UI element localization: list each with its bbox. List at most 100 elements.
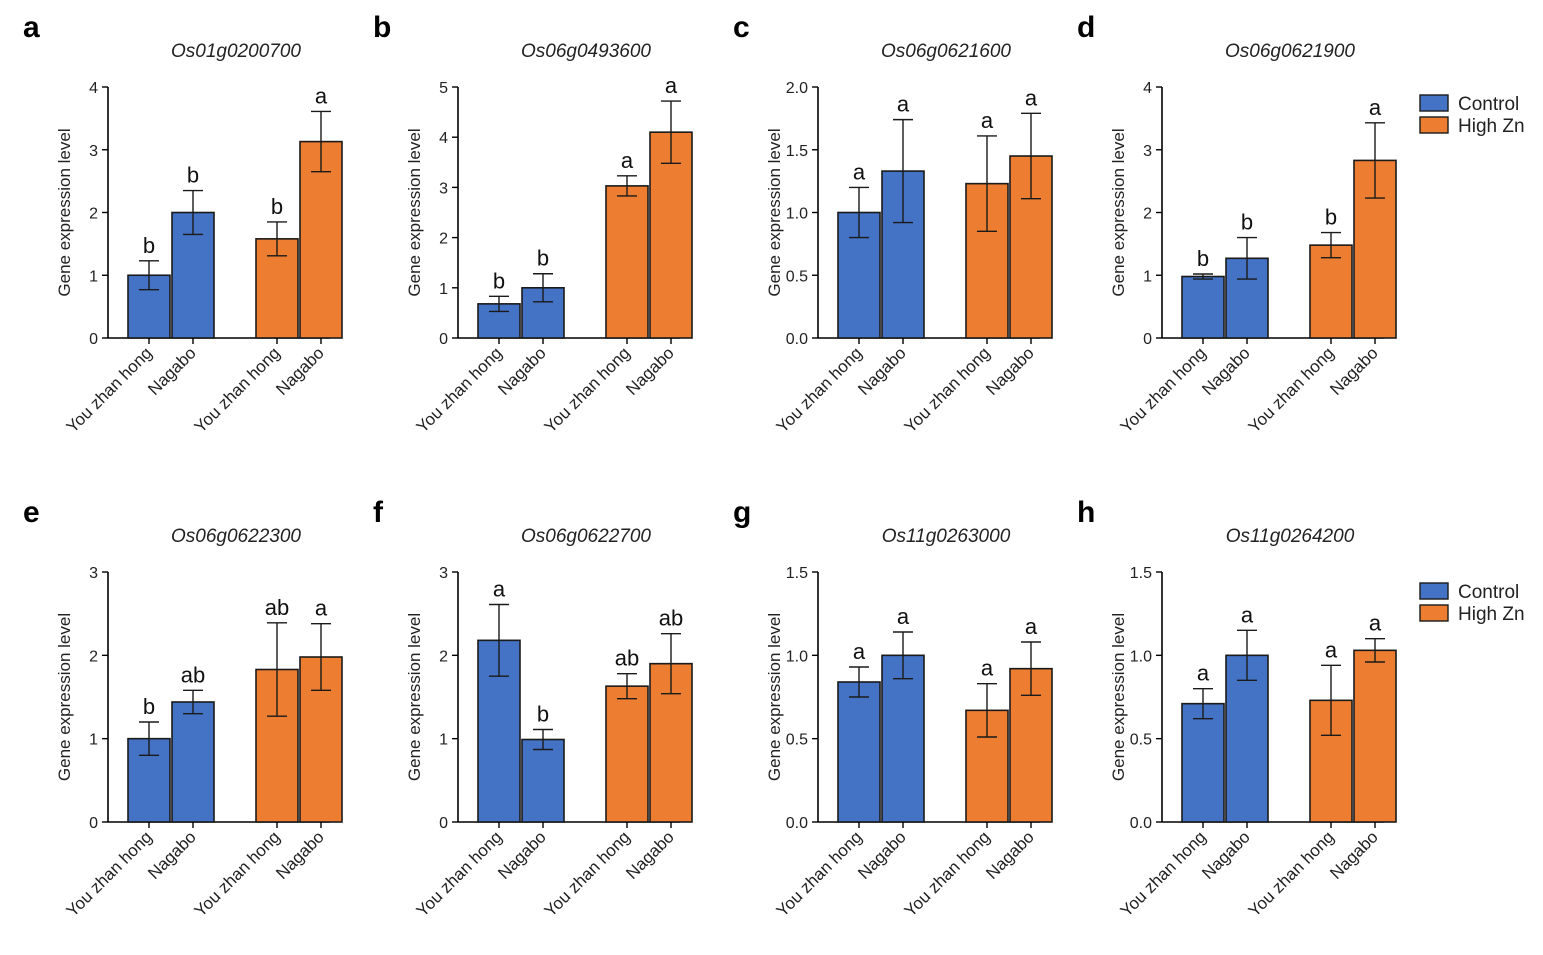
bar xyxy=(299,140,343,339)
bar xyxy=(881,654,925,823)
bar xyxy=(605,185,649,339)
y-tick-label: 1.5 xyxy=(1130,565,1152,582)
significance-letter: a xyxy=(1025,85,1038,110)
panel-letter: c xyxy=(733,11,750,44)
legend-swatch xyxy=(1419,604,1449,622)
x-tick-label: You zhan hong xyxy=(1117,827,1210,920)
legend-label: Control xyxy=(1458,582,1519,603)
bar xyxy=(1309,244,1353,339)
y-tick-label: 3 xyxy=(439,180,448,197)
panel-title: Os06g0622700 xyxy=(521,526,651,547)
bar xyxy=(1353,649,1397,823)
y-tick-label: 0.0 xyxy=(786,331,808,348)
x-tick-label: You zhan hong xyxy=(1117,343,1210,436)
y-axis-label: Gene expression level xyxy=(765,613,784,781)
panel-title: Os11g0263000 xyxy=(882,526,1011,547)
y-tick-label: 1.0 xyxy=(1130,648,1152,665)
y-tick-label: 1.5 xyxy=(786,143,808,160)
y-tick-label: 1 xyxy=(89,268,98,285)
panel-title: Os11g0264200 xyxy=(1226,526,1355,547)
y-tick-label: 1.0 xyxy=(786,648,808,665)
y-axis-label: Gene expression level xyxy=(55,613,74,781)
x-tick-label: You zhan hong xyxy=(191,827,284,920)
significance-letter: b xyxy=(493,268,505,293)
significance-letter: a xyxy=(853,639,866,664)
bar xyxy=(881,170,925,339)
x-tick-label: Nagabo xyxy=(622,343,678,399)
panel-d: d Os06g0621900 Gene expression level 0 1 2 3 4 b… xyxy=(1077,11,1397,437)
significance-letter: a xyxy=(315,596,328,621)
panel-letter: e xyxy=(23,496,40,529)
legend-swatch xyxy=(1419,116,1449,134)
significance-letter: ab xyxy=(181,662,205,687)
significance-letter: a xyxy=(621,148,634,173)
y-tick-label: 0.5 xyxy=(786,268,808,285)
y-tick-label: 1 xyxy=(1143,268,1152,285)
legend-swatch xyxy=(1419,582,1449,600)
bar xyxy=(649,131,693,339)
y-axis-label: Gene expression level xyxy=(1109,128,1128,296)
y-tick-label: 0 xyxy=(439,331,448,348)
x-tick-label: Nagabo xyxy=(982,343,1038,399)
x-tick-label: Nagabo xyxy=(272,343,328,399)
panel-letter: g xyxy=(733,496,751,529)
x-tick-label: Nagabo xyxy=(494,343,550,399)
bar xyxy=(521,738,565,823)
significance-letter: a xyxy=(315,83,328,108)
significance-letter: b xyxy=(187,163,199,188)
y-tick-label: 3 xyxy=(89,143,98,160)
panel-f: f Os06g0622700 Gene expression level 0 1 2 3 a Y… xyxy=(373,496,693,921)
bar xyxy=(837,211,881,339)
significance-letter: b xyxy=(1325,205,1337,230)
panel-title: Os06g0622300 xyxy=(171,526,301,547)
x-tick-label: Nagabo xyxy=(494,827,550,883)
bar xyxy=(521,286,565,339)
panel-title: Os01g0200700 xyxy=(171,41,301,62)
legend-label: High Zn xyxy=(1458,604,1525,625)
x-tick-label: You zhan hong xyxy=(1245,343,1338,436)
y-tick-label: 0.5 xyxy=(1130,732,1152,749)
y-tick-label: 5 xyxy=(439,80,448,97)
significance-letter: a xyxy=(981,108,994,133)
x-tick-label: You zhan hong xyxy=(541,343,634,436)
legend-label: Control xyxy=(1458,94,1519,115)
significance-letter: ab xyxy=(265,595,289,620)
y-tick-label: 0.0 xyxy=(1130,815,1152,832)
x-tick-label: You zhan hong xyxy=(901,343,994,436)
y-axis-label: Gene expression level xyxy=(1109,613,1128,781)
significance-letter: a xyxy=(665,73,678,98)
x-tick-label: Nagabo xyxy=(982,827,1038,883)
panel-h: h Os11g0264200 Gene expression level 0.0 0.5… xyxy=(1077,496,1397,921)
x-tick-label: Nagabo xyxy=(1326,827,1382,883)
y-tick-label: 2 xyxy=(89,648,98,665)
y-axis-label: Gene expression level xyxy=(405,613,424,781)
y-tick-label: 1.0 xyxy=(786,206,808,223)
x-tick-label: Nagabo xyxy=(854,343,910,399)
panel-b: b Os06g0493600 Gene expression level 0 1 2 3 4 5… xyxy=(373,11,693,437)
significance-letter: a xyxy=(1325,637,1338,662)
significance-letter: b xyxy=(271,194,283,219)
y-tick-label: 0.0 xyxy=(786,815,808,832)
significance-letter: a xyxy=(897,604,910,629)
y-axis-label: Gene expression level xyxy=(55,128,74,296)
y-tick-label: 0 xyxy=(439,815,448,832)
x-tick-label: You zhan hong xyxy=(191,343,284,436)
bar xyxy=(171,701,215,823)
y-tick-label: 1 xyxy=(439,281,448,298)
x-tick-label: You zhan hong xyxy=(901,827,994,920)
panel-c: c Os06g0621600 Gene expression level 0.0 0.5… xyxy=(733,11,1053,437)
significance-letter: a xyxy=(493,577,506,602)
y-tick-label: 2 xyxy=(439,231,448,248)
bar xyxy=(605,685,649,823)
significance-letter: ab xyxy=(659,606,683,631)
x-tick-label: Nagabo xyxy=(272,827,328,883)
x-tick-label: Nagabo xyxy=(144,827,200,883)
panel-letter: b xyxy=(373,11,391,44)
panel-g: g Os11g0263000 Gene expression level 0.0 0.5… xyxy=(733,496,1053,921)
panel-title: Os06g0621600 xyxy=(881,41,1011,62)
legend-swatch xyxy=(1419,94,1449,112)
